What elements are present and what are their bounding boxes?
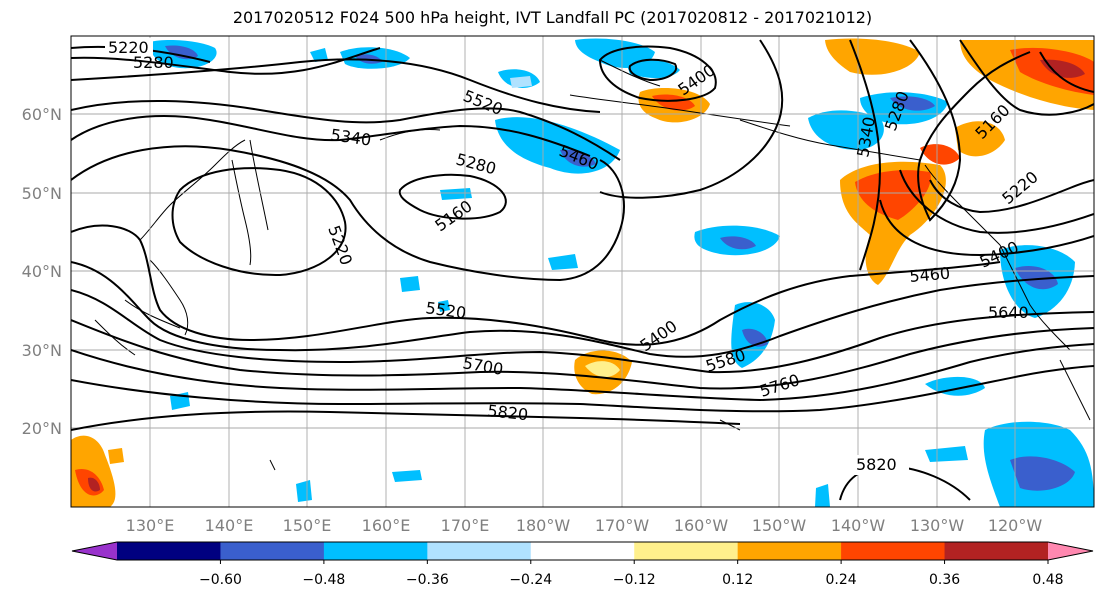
neg-region <box>548 254 578 270</box>
lon-label: 140°E <box>205 516 254 535</box>
coastlines <box>94 59 1091 471</box>
colorbar-tick-label: −0.36 <box>406 572 449 588</box>
colorbar-tick-label: 0.36 <box>929 572 960 588</box>
plot-title: 2017020512 F024 500 hPa height, IVT Land… <box>232 8 873 27</box>
contour-label: 5820 <box>487 401 529 424</box>
neg-region <box>625 58 680 79</box>
latitude-labels: 60°N 50°N 40°N 30°N 20°N <box>22 105 62 438</box>
contour-label: 5640 <box>988 303 1029 322</box>
colorbar-swatch <box>944 542 1049 560</box>
colorbar-tick-label: 0.24 <box>826 572 857 588</box>
colorbar-swatch <box>117 542 221 560</box>
contour-label: 5280 <box>133 53 174 72</box>
gridlines <box>71 36 1094 507</box>
colorbar-tick-label: 0.48 <box>1032 572 1063 588</box>
colorbar: −0.60 −0.48 −0.36 −0.24 −0.12 0.12 0.24 0.36 0.4… <box>71 541 1094 588</box>
shaded-regions <box>71 38 1094 507</box>
colorbar-swatch <box>1048 542 1093 560</box>
height-contours <box>71 39 1094 501</box>
pos-region <box>71 435 116 507</box>
neg-region <box>808 110 884 150</box>
lon-label: 150°W <box>752 516 807 535</box>
lon-label: 130°W <box>910 516 965 535</box>
colorbar-swatch <box>841 542 946 560</box>
colorbar-swatch <box>220 542 325 560</box>
colorbar-swatch <box>72 542 117 560</box>
colorbar-swatch <box>634 542 739 560</box>
colorbar-swatch <box>427 542 532 560</box>
colorbar-tick-label: −0.12 <box>613 572 656 588</box>
lon-label: 130°E <box>126 516 175 535</box>
lon-label: 140°W <box>831 516 886 535</box>
lon-label: 160°E <box>362 516 411 535</box>
pos-region <box>825 38 920 75</box>
lon-label: 170°E <box>441 516 490 535</box>
contour-label: 5460 <box>909 264 951 286</box>
lat-label: 40°N <box>22 262 62 281</box>
contour-label: 5220 <box>108 38 149 57</box>
lat-label: 50°N <box>22 184 62 203</box>
lon-label: 160°W <box>674 516 729 535</box>
colorbar-tick-label: −0.60 <box>199 572 242 588</box>
map-frame <box>70 35 1095 508</box>
longitude-labels: 130°E 140°E 150°E 160°E 170°E 180°W 170°… <box>126 516 1043 535</box>
lon-label: 170°W <box>595 516 650 535</box>
colorbar-tick-label: −0.24 <box>509 572 552 588</box>
neg-region <box>392 470 422 482</box>
colorbar-swatch <box>737 542 842 560</box>
colorbar-swatch <box>323 542 428 560</box>
lat-label: 60°N <box>22 105 62 124</box>
neg-region <box>925 376 985 396</box>
lat-label: 30°N <box>22 341 62 360</box>
lat-label: 20°N <box>22 419 62 438</box>
colorbar-tick-label: 0.12 <box>722 572 753 588</box>
contour-label: 5820 <box>856 455 897 474</box>
lon-label: 180°W <box>516 516 571 535</box>
colorbar-swatch <box>530 542 635 560</box>
lon-label: 150°E <box>283 516 332 535</box>
lon-label: 120°W <box>988 516 1043 535</box>
colorbar-outline <box>71 541 1094 561</box>
pos-region <box>955 121 1005 157</box>
colorbar-tick-label: −0.48 <box>302 572 345 588</box>
